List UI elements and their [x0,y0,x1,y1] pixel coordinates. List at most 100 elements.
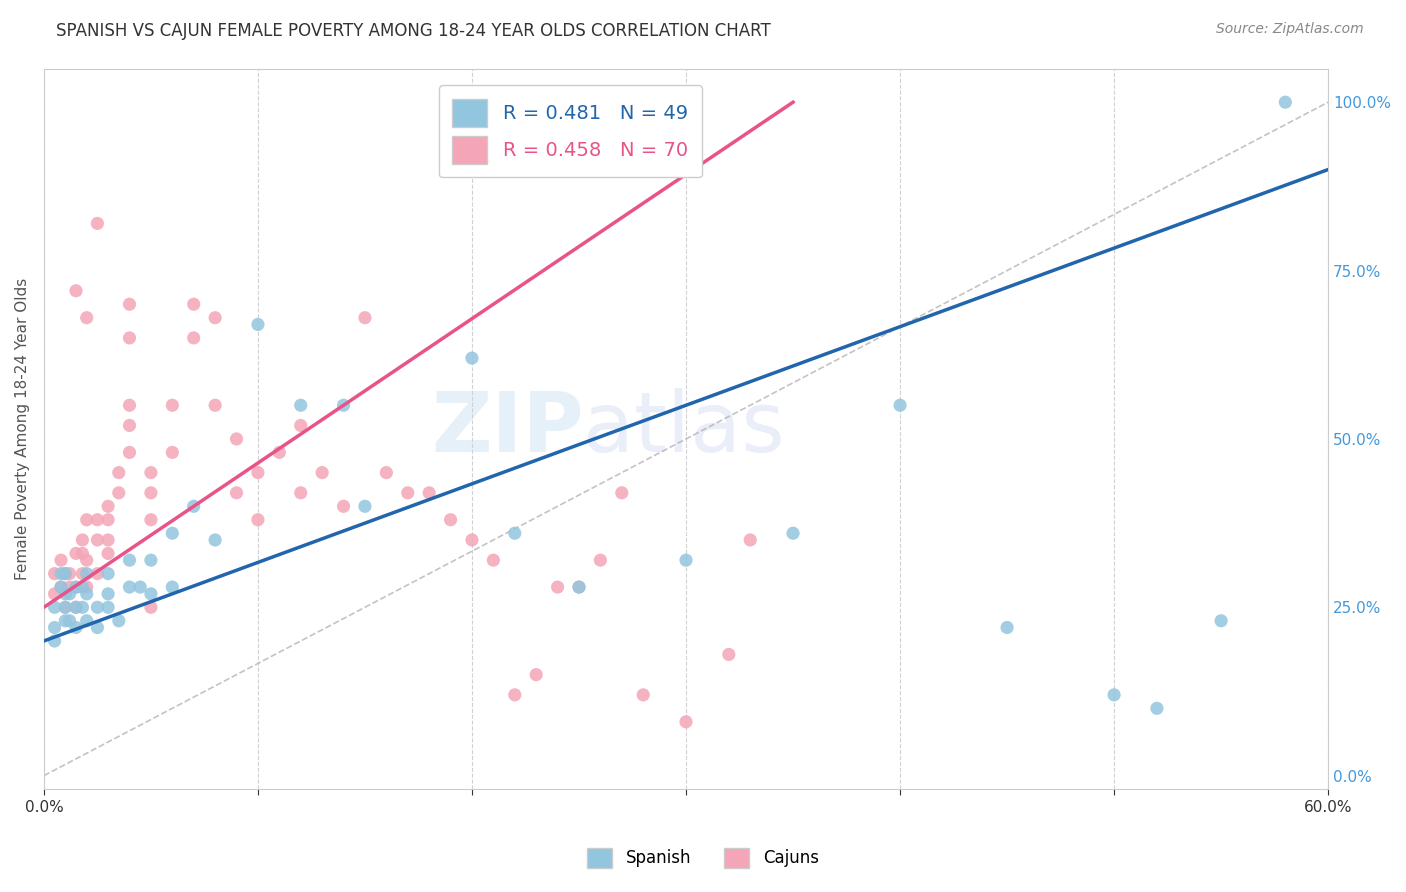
Point [118,553,141,567]
Point [53,566,76,581]
Point [568,580,591,594]
Point [1274,95,1296,110]
Point [461,533,484,547]
Point [589,553,612,567]
Point [375,466,398,480]
Point [97,513,120,527]
Point [53,614,76,628]
Point [65,600,87,615]
Point [65,620,87,634]
Point [418,485,440,500]
Point [290,418,312,433]
Point [354,500,377,514]
Point [246,466,269,480]
Point [610,485,633,500]
Point [332,500,354,514]
Point [97,566,120,581]
Point [204,533,226,547]
Point [97,546,120,560]
Point [290,485,312,500]
Point [86,216,108,230]
Point [162,445,184,459]
Point [44,566,66,581]
Point [65,600,87,615]
Point [503,688,526,702]
Point [1102,688,1125,702]
Point [311,466,333,480]
Point [65,580,87,594]
Point [547,580,569,594]
Point [354,310,377,325]
Point [204,310,226,325]
Point [86,513,108,527]
Legend: Spanish, Cajuns: Spanish, Cajuns [581,841,825,875]
Point [118,580,141,594]
Point [118,331,141,345]
Point [269,445,291,459]
Point [139,466,162,480]
Point [246,318,269,332]
Point [97,500,120,514]
Point [72,566,94,581]
Point [107,466,129,480]
Point [396,485,419,500]
Point [995,620,1018,634]
Point [53,566,76,581]
Point [49,580,72,594]
Point [65,580,87,594]
Point [53,600,76,615]
Point [139,600,162,615]
Point [97,600,120,615]
Point [204,398,226,412]
Y-axis label: Female Poverty Among 18-24 Year Olds: Female Poverty Among 18-24 Year Olds [15,277,30,580]
Legend: R = 0.481   N = 49, R = 0.458   N = 70: R = 0.481 N = 49, R = 0.458 N = 70 [439,86,702,178]
Point [107,614,129,628]
Point [65,284,87,298]
Point [72,580,94,594]
Point [482,553,505,567]
Point [740,533,762,547]
Point [118,398,141,412]
Point [225,432,247,446]
Point [58,566,80,581]
Point [97,533,120,547]
Point [118,297,141,311]
Point [65,546,87,560]
Text: Source: ZipAtlas.com: Source: ZipAtlas.com [1216,22,1364,37]
Point [49,580,72,594]
Point [86,600,108,615]
Point [118,445,141,459]
Point [139,485,162,500]
Point [58,587,80,601]
Point [86,566,108,581]
Point [53,600,76,615]
Point [139,587,162,601]
Point [86,620,108,634]
Point [72,533,94,547]
Point [162,398,184,412]
Point [58,614,80,628]
Text: ZIP: ZIP [430,388,583,469]
Point [58,580,80,594]
Point [76,553,98,567]
Point [524,667,547,681]
Point [162,526,184,541]
Point [72,600,94,615]
Point [76,580,98,594]
Point [139,513,162,527]
Point [183,500,205,514]
Point [162,580,184,594]
Point [183,331,205,345]
Point [1146,701,1168,715]
Point [44,634,66,648]
Point [53,587,76,601]
Point [183,297,205,311]
Point [97,587,120,601]
Point [76,513,98,527]
Text: atlas: atlas [583,388,785,469]
Point [439,513,461,527]
Point [332,398,354,412]
Point [76,614,98,628]
Point [44,620,66,634]
Point [86,533,108,547]
